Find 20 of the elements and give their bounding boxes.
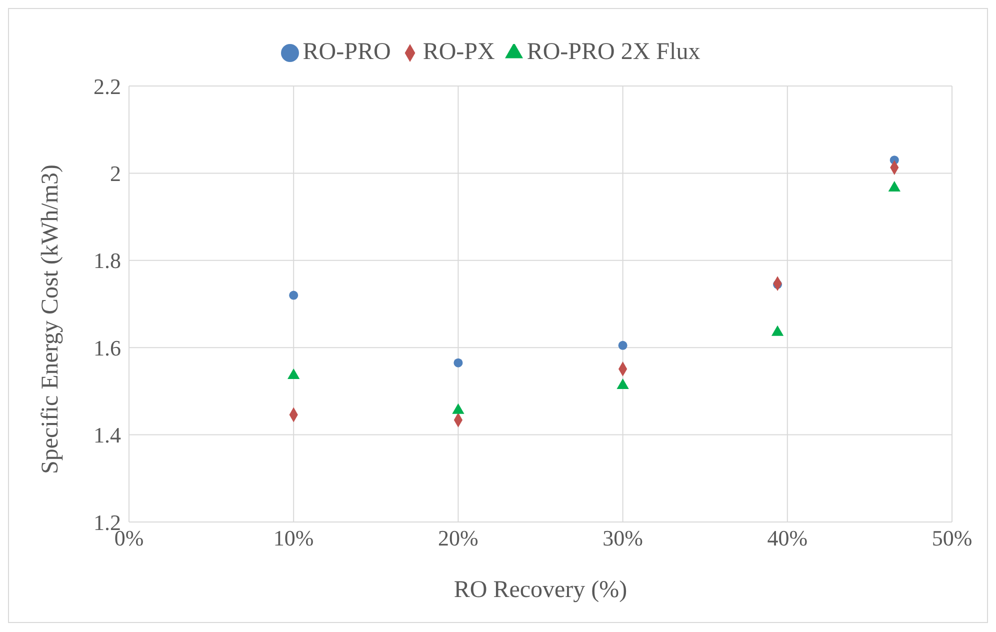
legend-label: RO-PRO: [302, 39, 391, 65]
x-tick-label: 40%: [767, 526, 808, 551]
y-tick-label: 1.4: [94, 422, 121, 448]
point: [616, 378, 629, 390]
x-axis-title: RO Recovery (%): [454, 577, 628, 603]
point: [618, 340, 628, 350]
point: [454, 358, 463, 368]
x-tick-label: 10%: [273, 526, 314, 551]
point: [888, 181, 900, 192]
legend-label: RO-PRO 2X Flux: [526, 39, 700, 65]
y-tick-label: 2: [110, 161, 121, 186]
point: [289, 290, 298, 300]
x-tick-label: 50%: [932, 526, 972, 551]
x-tick-label: 20%: [438, 526, 478, 551]
legend-label: RO-PX: [422, 39, 495, 65]
y-tick-label: 2.2: [94, 74, 121, 99]
y-tick-label: 1.8: [94, 248, 121, 274]
x-tick-label: 30%: [602, 526, 643, 551]
y-axis-title: Specific Energy Cost (kWh/m3): [38, 164, 64, 474]
y-tick-label: 1.6: [94, 335, 121, 360]
